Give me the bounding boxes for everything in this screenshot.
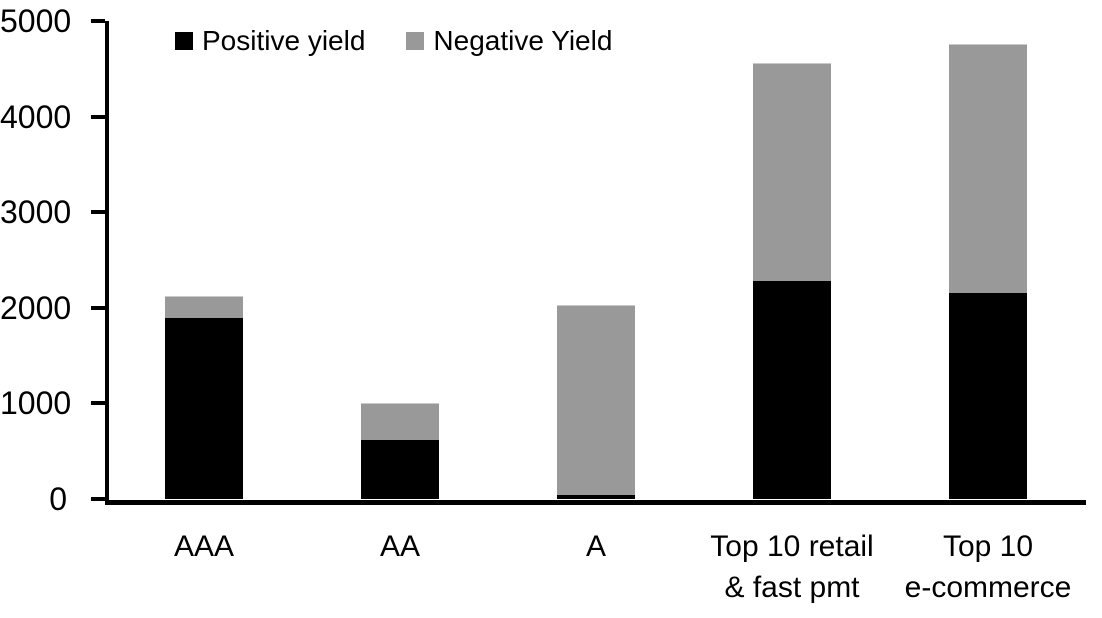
- legend-label-positive-yield: Positive yield: [202, 25, 366, 56]
- bar-segment-positive-yield: [165, 318, 243, 499]
- chart-legend: Positive yield Negative Yield: [175, 27, 612, 55]
- y-axis-tick: [91, 401, 105, 406]
- x-axis-label: AA: [379, 530, 421, 563]
- legend-item-negative-yield: Negative Yield: [406, 27, 612, 55]
- y-axis-tick-label: 3000: [0, 194, 72, 231]
- bar-segment-negative-yield: [557, 304, 635, 496]
- y-axis-tick-label: 4000: [0, 98, 72, 135]
- bar-segment-negative-yield: [165, 296, 243, 319]
- bar-segment-positive-yield: [949, 293, 1027, 499]
- y-axis-tick-label: 0: [49, 481, 67, 517]
- x-axis-label: AAA: [173, 530, 235, 563]
- y-axis-tick-label: 2000: [0, 289, 72, 326]
- y-axis-tick: [91, 114, 105, 119]
- bar-segment-positive-yield: [557, 495, 635, 499]
- bar-segment-negative-yield: [753, 62, 831, 282]
- x-axis-line: [105, 500, 1086, 505]
- x-axis-label: A: [585, 530, 606, 563]
- y-axis-tick: [91, 305, 105, 310]
- y-axis-tick-label: 5000: [0, 3, 72, 39]
- y-axis-line: [105, 21, 109, 503]
- legend-item-positive-yield: Positive yield: [175, 27, 365, 55]
- legend-swatch-negative-yield-icon: [406, 32, 425, 50]
- x-axis-label: Top 10 e-commerce: [904, 530, 1072, 604]
- bar-segment-positive-yield: [361, 439, 439, 499]
- y-axis-tick: [91, 210, 105, 215]
- y-axis-tick: [91, 497, 105, 501]
- x-axis-label: Top 10 retail & fast pmt: [710, 530, 874, 604]
- y-axis-tick-label: 1000: [0, 385, 72, 422]
- bar-segment-negative-yield: [361, 402, 439, 440]
- legend-swatch-positive-yield-icon: [175, 32, 193, 50]
- bar-segment-positive-yield: [753, 281, 831, 499]
- legend-label-negative-yield: Negative Yield: [433, 25, 613, 56]
- bar-segment-negative-yield: [949, 43, 1027, 294]
- y-axis-tick: [91, 19, 105, 23]
